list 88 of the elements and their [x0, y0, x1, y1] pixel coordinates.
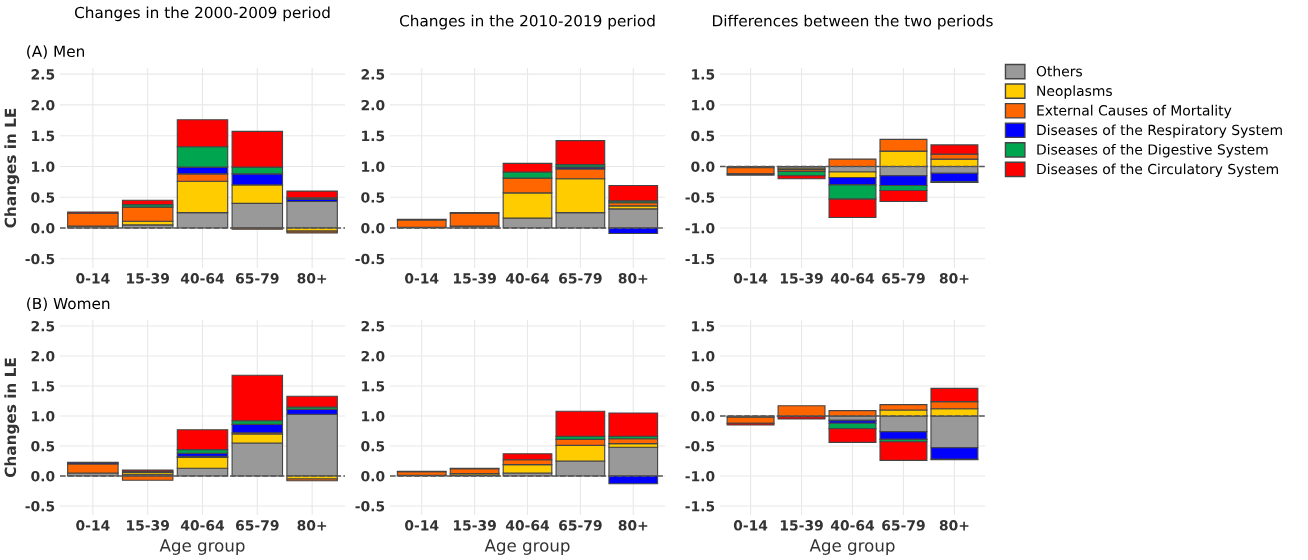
x-tick-label: 40-64 — [180, 520, 225, 531]
y-tick-label: 1.0 — [362, 410, 385, 422]
y-tick-label: 0.5 — [691, 380, 715, 392]
y-tick-label: -0.5 — [355, 500, 385, 512]
x-axis-title: Age group — [484, 539, 570, 555]
chart-title: Changes in the 2010-2019 period — [399, 14, 655, 30]
y-tick-label: 0.0 — [361, 222, 385, 234]
x-tick-label: 15-39 — [453, 520, 496, 531]
x-tick-label: 80+ — [618, 273, 648, 284]
y-tick-label: 1.0 — [32, 161, 55, 172]
x-tick-label: 15-39 — [127, 520, 170, 531]
y-tick-label: -0.5 — [685, 440, 715, 452]
legend-label: Others — [1036, 65, 1082, 77]
y-tick-label: -1.5 — [685, 253, 715, 265]
x-tick-label: 0-14 — [405, 273, 439, 284]
x-tick-label: 0-14 — [733, 273, 768, 284]
y-tick-label: 1.0 — [362, 161, 385, 172]
y-tick-label: 2.5 — [31, 320, 55, 332]
chart-title: Differences between the two periods — [713, 14, 993, 30]
y-tick-label: 2.5 — [31, 69, 55, 80]
y-tick-label: 0.0 — [31, 470, 55, 482]
legend-label: Neoplasms — [1037, 85, 1112, 99]
chart-subtitle: (A) Men — [27, 45, 84, 59]
y-axis-title: Changes in LE — [4, 108, 20, 228]
y-tick-label: 2.5 — [361, 69, 385, 80]
y-tick-label: 2.0 — [31, 99, 55, 111]
x-tick-label: 65-79 — [235, 273, 279, 284]
chart-title: Changes in the 2000-2009 period — [74, 6, 330, 22]
x-tick-label: 40-64 — [505, 520, 550, 531]
y-tick-label: 0.5 — [361, 440, 385, 452]
x-tick-label: 0-14 — [76, 273, 110, 284]
x-tick-label: 80+ — [297, 273, 327, 284]
y-tick-label: 1.5 — [32, 381, 55, 392]
x-tick-label: 65-79 — [559, 273, 602, 284]
y-tick-label: 0.0 — [691, 161, 715, 172]
x-tick-label: 0-14 — [733, 520, 768, 531]
y-tick-label: 1.0 — [692, 99, 715, 111]
x-tick-label: 80+ — [939, 273, 969, 284]
x-tick-label: 15-39 — [453, 273, 496, 284]
x-tick-label: 40-64 — [830, 273, 875, 284]
y-tick-label: -0.5 — [355, 253, 385, 265]
x-tick-label: 15-39 — [780, 273, 823, 284]
y-tick-label: 1.5 — [692, 69, 715, 80]
y-tick-label: -0.5 — [685, 192, 715, 203]
y-tick-label: 0.0 — [691, 410, 715, 422]
x-tick-label: 40-64 — [830, 520, 875, 531]
y-tick-label: 0.0 — [361, 470, 385, 482]
y-axis-title: Changes in LE — [4, 358, 20, 478]
y-tick-label: 2.0 — [361, 99, 385, 111]
y-tick-label: 1.0 — [32, 410, 55, 422]
x-tick-label: 0-14 — [405, 520, 439, 531]
x-tick-label: 80+ — [618, 520, 648, 531]
x-tick-label: 65-79 — [559, 520, 602, 531]
y-tick-label: 1.5 — [32, 130, 55, 142]
x-tick-label: 80+ — [297, 520, 327, 531]
y-tick-label: 1.5 — [692, 321, 715, 332]
y-tick-label: 0.0 — [31, 222, 55, 234]
x-tick-label: 65-79 — [235, 520, 279, 531]
y-tick-label: -0.5 — [25, 500, 55, 512]
x-axis-title: Age group — [159, 539, 245, 555]
y-tick-label: 0.5 — [361, 192, 385, 203]
chart-subtitle: (B) Women — [27, 297, 110, 312]
x-tick-label: 65-79 — [882, 273, 925, 284]
y-tick-label: 1.5 — [362, 130, 385, 142]
y-tick-label: 1.0 — [692, 350, 715, 362]
x-tick-label: 65-79 — [882, 520, 925, 531]
y-tick-label: -1.0 — [685, 470, 715, 482]
x-tick-label: 40-64 — [505, 273, 550, 284]
y-tick-label: -1.0 — [685, 222, 715, 234]
legend-label: External Causes of Mortality — [1037, 104, 1232, 119]
x-tick-label: 80+ — [939, 520, 969, 531]
x-axis-title: Age group — [809, 539, 895, 555]
y-tick-label: -0.5 — [25, 253, 55, 265]
legend-label: Diseases of the Respiratory System — [1037, 124, 1282, 138]
x-tick-label: 15-39 — [780, 520, 823, 531]
x-tick-label: 40-64 — [180, 273, 225, 284]
legend-label: Diseases of the Circulatory System — [1037, 163, 1278, 177]
y-tick-label: 2.0 — [361, 350, 385, 362]
y-tick-label: 0.5 — [31, 192, 55, 203]
x-tick-label: 15-39 — [127, 273, 170, 284]
legend-label: Diseases of the Digestive System — [1037, 143, 1268, 158]
y-tick-label: 1.5 — [362, 381, 385, 392]
y-tick-label: 0.5 — [691, 130, 715, 142]
x-tick-label: 0-14 — [76, 520, 110, 531]
y-tick-label: -1.5 — [685, 501, 715, 512]
y-tick-label: 2.0 — [31, 350, 55, 362]
y-tick-label: 0.5 — [31, 440, 55, 452]
y-tick-label: 2.5 — [361, 320, 385, 332]
